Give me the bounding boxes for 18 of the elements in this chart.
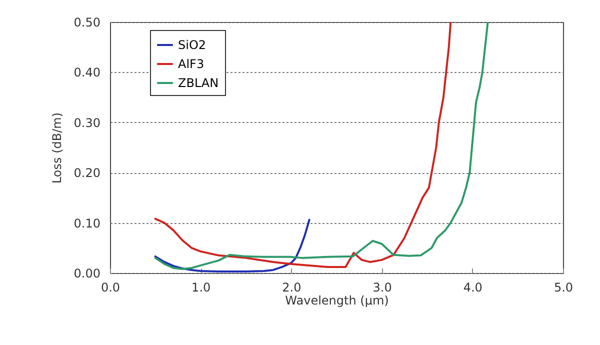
legend-label: SiO2 [178,38,206,52]
x-tick-label: 5.0 [554,280,574,294]
y-axis-title: Loss (dB/m) [50,112,64,184]
x-tick-label: 1.0 [192,280,211,294]
line-series [154,218,310,272]
x-tick-label: 4.0 [463,280,482,294]
y-tick-label: 0.20 [74,166,100,180]
legend-label: ZBLAN [178,76,219,90]
y-tick-label: 0.00 [74,266,100,280]
y-tick-label: 0.10 [74,216,100,230]
y-tick-label: 0.30 [74,116,100,130]
y-tick-label: 0.40 [74,66,100,80]
x-tick-label: 2.0 [282,280,302,294]
x-tick-label: 0.0 [100,280,120,294]
x-tick-label: 3.0 [372,280,392,294]
x-axis-title: Wavelength (μm) [285,294,389,308]
legend-label: AlF3 [178,57,204,71]
y-tick-label: 0.50 [74,16,100,30]
